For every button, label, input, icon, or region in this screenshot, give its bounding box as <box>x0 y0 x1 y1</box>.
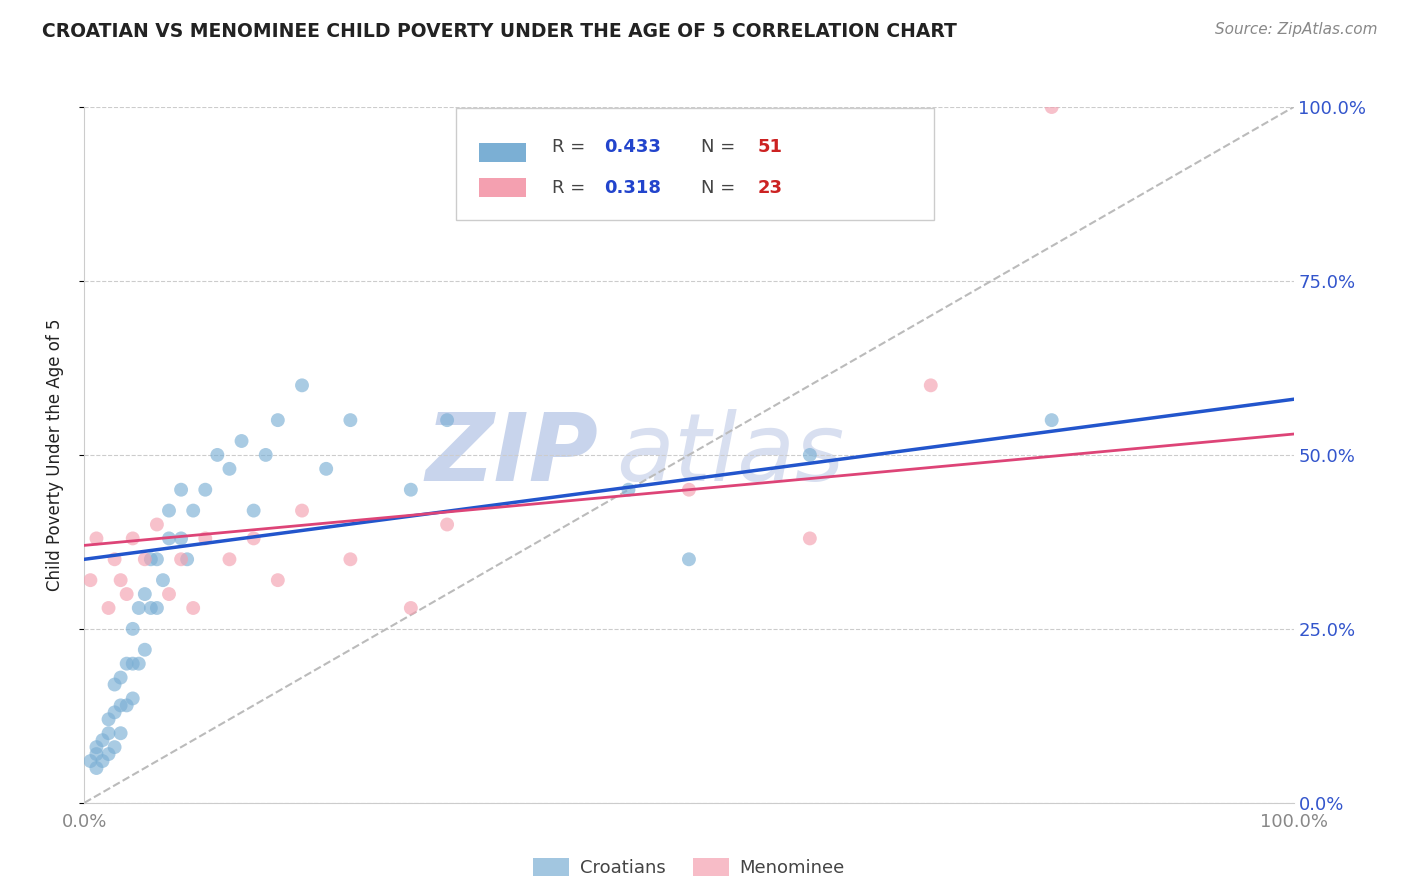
Point <box>121 657 143 671</box>
Point <box>207 448 229 462</box>
Point <box>920 378 942 392</box>
Point <box>339 552 361 566</box>
Point <box>128 657 150 671</box>
Point <box>617 483 640 497</box>
Point <box>146 552 169 566</box>
Point <box>254 448 277 462</box>
Text: CROATIAN VS MENOMINEE CHILD POVERTY UNDER THE AGE OF 5 CORRELATION CHART: CROATIAN VS MENOMINEE CHILD POVERTY UNDE… <box>42 22 957 41</box>
Point <box>315 462 337 476</box>
Point <box>146 601 169 615</box>
Point <box>157 503 180 517</box>
Text: 0.433: 0.433 <box>605 138 661 156</box>
Point <box>110 698 132 713</box>
Point <box>104 677 127 691</box>
Point <box>436 413 458 427</box>
Point <box>110 671 132 685</box>
Point <box>242 532 264 546</box>
FancyBboxPatch shape <box>478 143 526 161</box>
Point <box>110 726 132 740</box>
Point <box>115 657 138 671</box>
Point <box>339 413 361 427</box>
Point <box>799 448 821 462</box>
Point <box>157 587 180 601</box>
Point <box>799 532 821 546</box>
Text: 23: 23 <box>758 178 783 196</box>
Text: atlas: atlas <box>616 409 845 500</box>
Point <box>134 587 156 601</box>
Point <box>678 552 700 566</box>
Point <box>170 483 193 497</box>
Point <box>399 601 422 615</box>
Point <box>134 642 156 657</box>
Point <box>97 726 120 740</box>
Point <box>678 483 700 497</box>
Text: N =: N = <box>702 138 741 156</box>
Legend: Croatians, Menominee: Croatians, Menominee <box>526 850 852 884</box>
Text: ZIP: ZIP <box>426 409 599 501</box>
Point <box>181 503 204 517</box>
Point <box>291 503 314 517</box>
Point <box>104 552 127 566</box>
Text: 0.318: 0.318 <box>605 178 661 196</box>
Point <box>86 532 108 546</box>
Text: 51: 51 <box>758 138 783 156</box>
Point <box>86 740 108 755</box>
Point <box>176 552 198 566</box>
Point <box>97 712 120 726</box>
Text: R =: R = <box>553 178 592 196</box>
Point <box>86 747 108 761</box>
Point <box>436 517 458 532</box>
Point <box>1040 413 1063 427</box>
Point <box>79 573 101 587</box>
Y-axis label: Child Poverty Under the Age of 5: Child Poverty Under the Age of 5 <box>45 318 63 591</box>
Point <box>139 552 162 566</box>
Point <box>86 761 108 775</box>
Point <box>1040 100 1063 114</box>
Point <box>91 754 114 768</box>
FancyBboxPatch shape <box>478 178 526 197</box>
Point <box>134 552 156 566</box>
Point <box>267 413 290 427</box>
Point <box>157 532 180 546</box>
Point <box>194 483 217 497</box>
Point <box>194 532 217 546</box>
Point <box>128 601 150 615</box>
Point <box>115 698 138 713</box>
Text: Source: ZipAtlas.com: Source: ZipAtlas.com <box>1215 22 1378 37</box>
Point <box>267 573 290 587</box>
Point <box>291 378 314 392</box>
Point <box>121 622 143 636</box>
Point <box>218 462 240 476</box>
FancyBboxPatch shape <box>456 109 935 220</box>
Point <box>170 532 193 546</box>
Point <box>79 754 101 768</box>
Point <box>91 733 114 747</box>
Point <box>181 601 204 615</box>
Text: R =: R = <box>553 138 592 156</box>
Point <box>121 532 143 546</box>
Point <box>242 503 264 517</box>
Point <box>104 740 127 755</box>
Point <box>115 587 138 601</box>
Point <box>152 573 174 587</box>
Point <box>97 747 120 761</box>
Point <box>170 552 193 566</box>
Text: N =: N = <box>702 178 741 196</box>
Point <box>218 552 240 566</box>
Point <box>110 573 132 587</box>
Point <box>97 601 120 615</box>
Point <box>104 706 127 720</box>
Point <box>231 434 253 448</box>
Point <box>146 517 169 532</box>
Point <box>399 483 422 497</box>
Point <box>139 601 162 615</box>
Point <box>121 691 143 706</box>
